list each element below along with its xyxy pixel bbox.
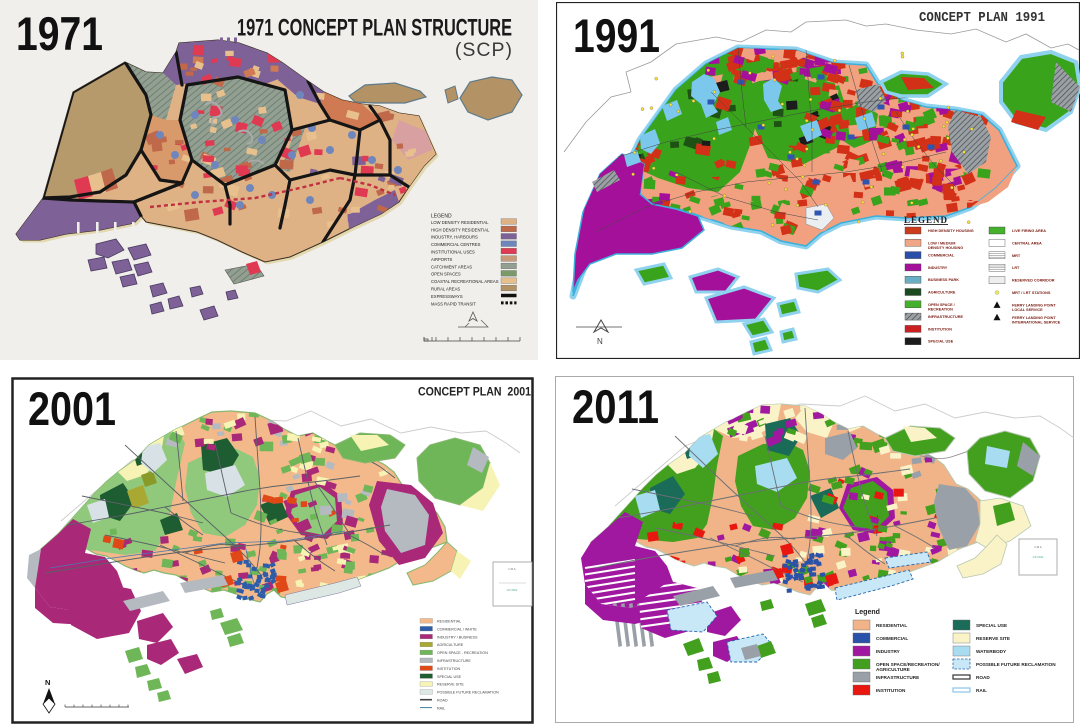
svg-text:RAIL: RAIL (437, 706, 445, 710)
svg-text:AIRPORTS: AIRPORTS (431, 257, 453, 262)
svg-text:LRT: LRT (1012, 266, 1020, 270)
svg-text:COMMERCIAL / WHITE: COMMERCIAL / WHITE (437, 627, 477, 631)
svg-text:1971: 1971 (16, 7, 103, 60)
svg-text:LEGEND: LEGEND (904, 215, 948, 225)
svg-text:HIGH DENSITY HOUSING: HIGH DENSITY HOUSING (928, 229, 974, 233)
svg-text:OPEN SPACE /: OPEN SPACE / (928, 303, 956, 307)
svg-text:EXPRESSWAYS: EXPRESSWAYS (431, 294, 463, 299)
svg-text:FERRY LANDING POINT: FERRY LANDING POINT (1012, 316, 1056, 320)
svg-text:N: N (597, 337, 603, 346)
svg-text:OPEN SPACES: OPEN SPACES (431, 272, 461, 277)
svg-text:N: N (45, 678, 50, 687)
svg-text:POSSIBLE FUTURE RECLAMATION: POSSIBLE FUTURE RECLAMATION (976, 662, 1056, 667)
svg-text:ROAD: ROAD (976, 675, 990, 680)
svg-text:INSTITUTIONAL USES: INSTITUTIONAL USES (431, 250, 475, 255)
svg-text:AGRICULTURE: AGRICULTURE (876, 667, 910, 672)
svg-text:LIVE FIRING AREA: LIVE FIRING AREA (1012, 229, 1046, 233)
svg-text:(SCP): (SCP) (455, 39, 513, 61)
svg-text:2001: 2001 (28, 382, 116, 435)
svg-text:RAIL: RAIL (976, 688, 987, 693)
svg-text:SPECIAL USE: SPECIAL USE (437, 675, 462, 679)
svg-text:RECREATION: RECREATION (928, 307, 953, 311)
svg-text:1991: 1991 (573, 9, 660, 62)
svg-text:SPECIAL USE: SPECIAL USE (976, 623, 1007, 628)
svg-text:AGRICULTURE: AGRICULTURE (437, 643, 464, 647)
svg-text:POSSIBLE FUTURE RECLAMATION: POSSIBLE FUTURE RECLAMATION (437, 691, 499, 695)
svg-text:CP 2011: CP 2011 (1033, 555, 1044, 559)
svg-text:CP 2001: CP 2001 (507, 588, 518, 592)
svg-text:CONCEPT PLAN 1991: CONCEPT PLAN 1991 (919, 11, 1045, 26)
svg-text:RESIDENTIAL: RESIDENTIAL (437, 620, 461, 624)
svg-text:FERRY LANDING POINT: FERRY LANDING POINT (1012, 303, 1056, 307)
svg-text:COMMERCIAL: COMMERCIAL (928, 254, 955, 258)
svg-text:INSTITUTION: INSTITUTION (876, 688, 906, 693)
svg-text:AGRICULTURE: AGRICULTURE (928, 291, 956, 295)
svg-text:LOW / MEDIUM: LOW / MEDIUM (928, 241, 955, 245)
svg-text:2011: 2011 (572, 380, 659, 433)
svg-text:WATERBODY: WATERBODY (976, 649, 1007, 654)
svg-text:MRT / LRT STATIONS: MRT / LRT STATIONS (1012, 291, 1051, 295)
svg-text:ROAD: ROAD (437, 699, 448, 703)
svg-text:INDUSTRY: INDUSTRY (876, 649, 901, 654)
svg-text:CONCEPT PLAN 2001: CONCEPT PLAN 2001 (418, 385, 531, 399)
svg-text:INSTITUTION: INSTITUTION (928, 327, 952, 331)
svg-text:RESERVED CORRIDOR: RESERVED CORRIDOR (1012, 279, 1055, 283)
svg-text:U R A: U R A (1034, 545, 1041, 549)
svg-text:SPECIAL USE: SPECIAL USE (928, 340, 954, 344)
svg-text:1971 CONCEPT PLAN STRUCTURE: 1971 CONCEPT PLAN STRUCTURE (237, 15, 512, 42)
svg-text:HIGH DENSITY RESIDENTIAL: HIGH DENSITY RESIDENTIAL (431, 227, 490, 232)
svg-text:INDUSTRY, HARBOURS: INDUSTRY, HARBOURS (431, 235, 478, 240)
svg-text:COMMERCIAL CENTRES: COMMERCIAL CENTRES (431, 242, 481, 247)
svg-text:COMMERCIAL: COMMERCIAL (876, 636, 908, 641)
svg-text:OPEN SPACE/RECREATION/: OPEN SPACE/RECREATION/ (876, 662, 940, 667)
svg-text:U R A: U R A (508, 567, 515, 571)
svg-text:INFRASTRUCTURE: INFRASTRUCTURE (437, 659, 471, 663)
svg-text:LOW DENSITY RESIDENTIAL: LOW DENSITY RESIDENTIAL (431, 220, 489, 225)
svg-text:INFRASTRUCTURE: INFRASTRUCTURE (928, 315, 963, 319)
svg-text:RESERVE SITE: RESERVE SITE (976, 636, 1010, 641)
svg-text:INSTITUTION: INSTITUTION (437, 667, 460, 671)
svg-text:DENSITY HOUSING: DENSITY HOUSING (928, 246, 963, 250)
svg-text:MASS RAPID TRANSIT: MASS RAPID TRANSIT (431, 301, 476, 306)
svg-text:RESERVE SITE: RESERVE SITE (437, 683, 464, 687)
svg-text:CATCHMENT AREAS: CATCHMENT AREAS (431, 264, 472, 269)
svg-text:INDUSTRY: INDUSTRY (928, 266, 948, 270)
svg-text:LOCAL SERVICE: LOCAL SERVICE (1012, 308, 1043, 312)
svg-text:OPEN SPACE - RECREATION: OPEN SPACE - RECREATION (437, 651, 488, 655)
svg-text:COASTAL RECREATIONAL AREAS: COASTAL RECREATIONAL AREAS (431, 279, 499, 284)
svg-text:LEGEND: LEGEND (431, 214, 452, 220)
svg-text:BUSINESS PARK: BUSINESS PARK (928, 278, 959, 282)
svg-text:Legend: Legend (855, 609, 880, 616)
svg-text:INFRASTRUCTURE: INFRASTRUCTURE (876, 675, 919, 680)
svg-text:RESIDENTIAL: RESIDENTIAL (876, 623, 907, 628)
svg-text:MRT: MRT (1012, 254, 1021, 258)
svg-text:CENTRAL AREA: CENTRAL AREA (1012, 241, 1042, 245)
svg-text:RURAL AREAS: RURAL AREAS (431, 287, 460, 292)
svg-text:INDUSTRY / BUSINESS: INDUSTRY / BUSINESS (437, 635, 478, 639)
svg-text:INTERNATIONAL SERVICE: INTERNATIONAL SERVICE (1012, 320, 1061, 324)
